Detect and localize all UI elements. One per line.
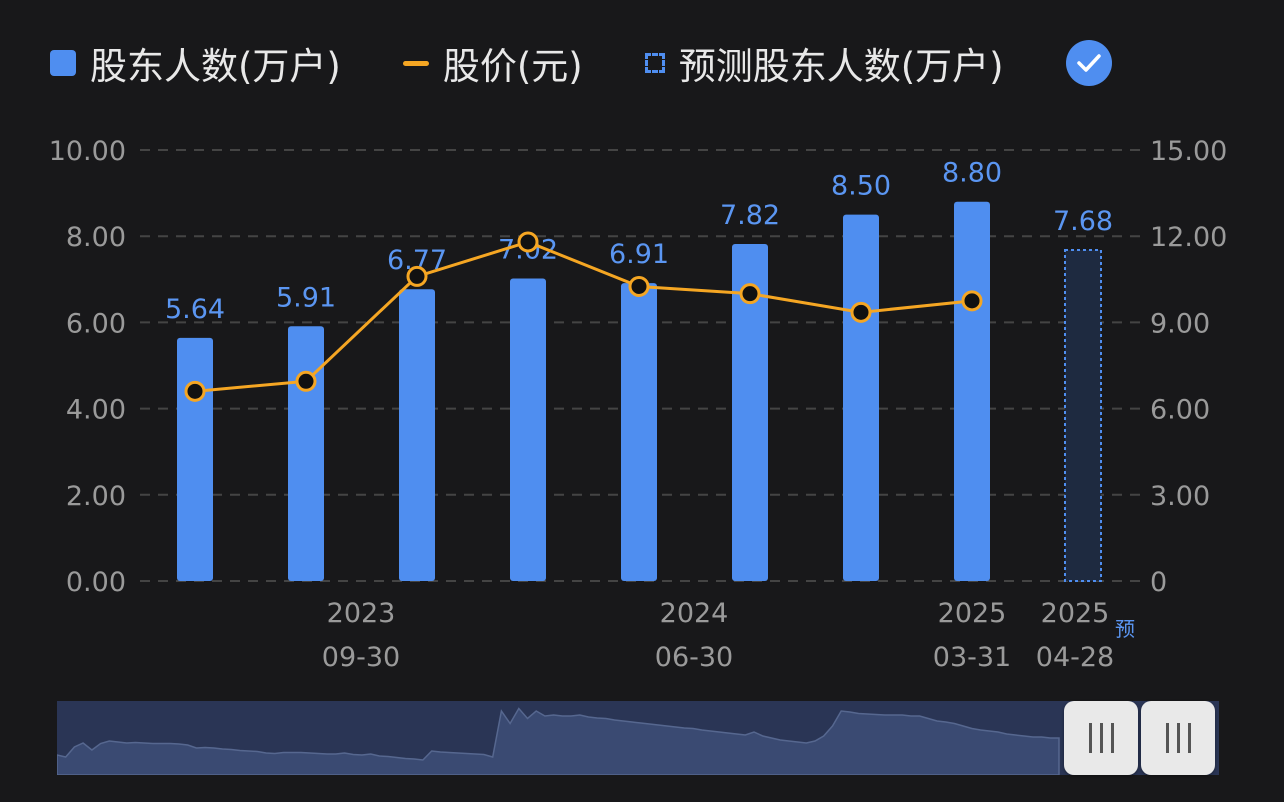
y-right-tick-label: 9.00 (1150, 308, 1210, 339)
bar-value-label: 8.80 (942, 158, 1002, 189)
legend-holders[interactable]: 股东人数(万户) (50, 36, 341, 90)
range-navigator[interactable] (57, 701, 1219, 775)
legend-holders-label: 股东人数(万户) (90, 45, 341, 88)
legend-forecast[interactable]: 预测股东人数(万户) (644, 36, 1004, 90)
legend-price[interactable]: 股价(元) (402, 36, 583, 90)
y-left-tick-label: 8.00 (66, 222, 126, 253)
forecast-toggle-checkbox[interactable] (1065, 40, 1112, 86)
bar-holders (954, 201, 990, 581)
bar-value-label: 5.91 (276, 282, 336, 313)
chart-legend: 股东人数(万户) 股价(元) 预测股东人数(万户) (50, 38, 1112, 88)
x-tick-year: 2025 (1041, 598, 1110, 629)
y-right-tick-label: 12.00 (1150, 222, 1227, 253)
grip-icon (1088, 723, 1114, 753)
bar-holders (732, 243, 768, 581)
price-point (628, 275, 650, 297)
bar-holders (399, 289, 435, 581)
x-tick-date: 09-30 (322, 642, 400, 673)
bar-forecast (1064, 248, 1102, 582)
forecast-tag: 预 (1115, 617, 1135, 641)
bar-value-label: 7.82 (720, 200, 780, 231)
price-point (961, 290, 983, 312)
legend-forecast-swatch (644, 53, 665, 73)
price-point (295, 370, 317, 392)
navigator-area (57, 707, 1060, 775)
y-right-tick-label: 3.00 (1150, 481, 1210, 512)
navigator-right-handle[interactable] (1141, 701, 1215, 775)
legend-price-label: 股价(元) (442, 45, 583, 88)
x-tick-date: 06-30 (655, 642, 733, 673)
x-tick-date: 04-28 (1036, 642, 1114, 673)
y-left-tick-label: 10.00 (49, 136, 126, 167)
legend-bar-swatch (50, 50, 76, 76)
price-point (850, 301, 872, 323)
holders-price-chart: 0.00 0 2.00 3.00 4.00 6.00 6.00 9.00 8.00 12.00 10… (49, 136, 1228, 673)
checkmark-icon (1076, 54, 1101, 72)
x-tick-year: 2023 (327, 598, 396, 629)
y-right-tick-label: 6.00 (1150, 395, 1210, 426)
x-tick-year: 2025 (938, 598, 1007, 629)
x-tick-date: 03-31 (933, 642, 1011, 673)
bar-holders (177, 337, 213, 581)
y-left-tick-label: 0.00 (66, 567, 126, 598)
grip-icon (1165, 723, 1191, 753)
price-point (739, 283, 761, 305)
bar-value-label: 5.64 (165, 294, 225, 325)
price-point (184, 380, 206, 402)
navigator-area-chart (57, 707, 1060, 775)
legend-forecast-label: 预测股东人数(万户) (678, 45, 1004, 88)
bar-value-label: 8.50 (831, 171, 891, 202)
price-point (517, 231, 539, 253)
legend-line-swatch (402, 60, 429, 66)
y-right-tick-label: 15.00 (1150, 136, 1227, 167)
bar-holders (510, 278, 546, 581)
forecast-value-label: 7.68 (1053, 206, 1113, 237)
y-right-tick-label: 0 (1150, 567, 1167, 598)
bar-value-label: 6.91 (609, 239, 669, 270)
x-tick-year: 2024 (660, 598, 729, 629)
y-left-tick-label: 2.00 (66, 481, 126, 512)
bar-holders (621, 283, 657, 581)
price-point (406, 265, 428, 287)
bar-holders (288, 326, 324, 581)
price-line (194, 240, 973, 393)
navigator-left-handle[interactable] (1064, 701, 1138, 775)
y-left-tick-label: 6.00 (66, 308, 126, 339)
y-left-tick-label: 4.00 (66, 395, 126, 426)
bar-holders (843, 214, 879, 581)
